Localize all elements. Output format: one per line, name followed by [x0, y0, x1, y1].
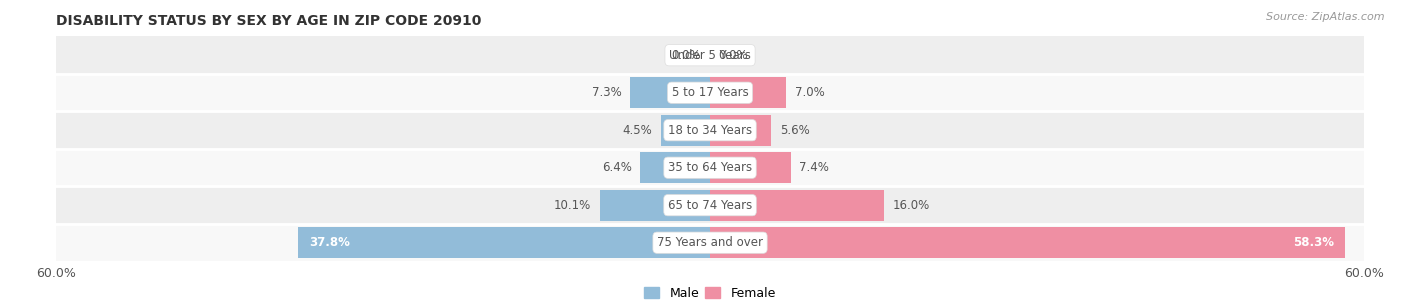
Bar — [661, 115, 710, 146]
Text: DISABILITY STATUS BY SEX BY AGE IN ZIP CODE 20910: DISABILITY STATUS BY SEX BY AGE IN ZIP C… — [56, 14, 482, 28]
Text: 7.0%: 7.0% — [794, 86, 825, 99]
Legend: Male, Female: Male, Female — [640, 282, 780, 304]
Text: 35 to 64 Years: 35 to 64 Years — [668, 161, 752, 174]
Text: 0.0%: 0.0% — [718, 49, 748, 62]
Text: 7.4%: 7.4% — [800, 161, 830, 174]
Text: 5 to 17 Years: 5 to 17 Years — [672, 86, 748, 99]
Bar — [56, 186, 1364, 224]
Text: 16.0%: 16.0% — [893, 199, 931, 212]
Text: 7.3%: 7.3% — [592, 86, 621, 99]
Bar — [630, 77, 710, 108]
Bar — [600, 190, 710, 221]
Bar — [56, 36, 1364, 74]
Bar — [56, 224, 1364, 261]
Text: 58.3%: 58.3% — [1294, 236, 1334, 249]
Text: 5.6%: 5.6% — [780, 124, 810, 137]
Bar — [710, 115, 770, 146]
Bar — [56, 74, 1364, 112]
Text: Source: ZipAtlas.com: Source: ZipAtlas.com — [1267, 12, 1385, 22]
Bar — [710, 152, 790, 183]
Bar — [298, 227, 710, 258]
Text: 0.0%: 0.0% — [672, 49, 702, 62]
Text: Under 5 Years: Under 5 Years — [669, 49, 751, 62]
Bar — [640, 152, 710, 183]
Text: 75 Years and over: 75 Years and over — [657, 236, 763, 249]
Bar — [56, 112, 1364, 149]
Bar — [710, 77, 786, 108]
Text: 65 to 74 Years: 65 to 74 Years — [668, 199, 752, 212]
Text: 37.8%: 37.8% — [309, 236, 350, 249]
Bar — [56, 149, 1364, 186]
Text: 4.5%: 4.5% — [623, 124, 652, 137]
Text: 10.1%: 10.1% — [554, 199, 592, 212]
Bar — [710, 190, 884, 221]
Text: 18 to 34 Years: 18 to 34 Years — [668, 124, 752, 137]
Bar — [710, 227, 1346, 258]
Text: 6.4%: 6.4% — [602, 161, 631, 174]
